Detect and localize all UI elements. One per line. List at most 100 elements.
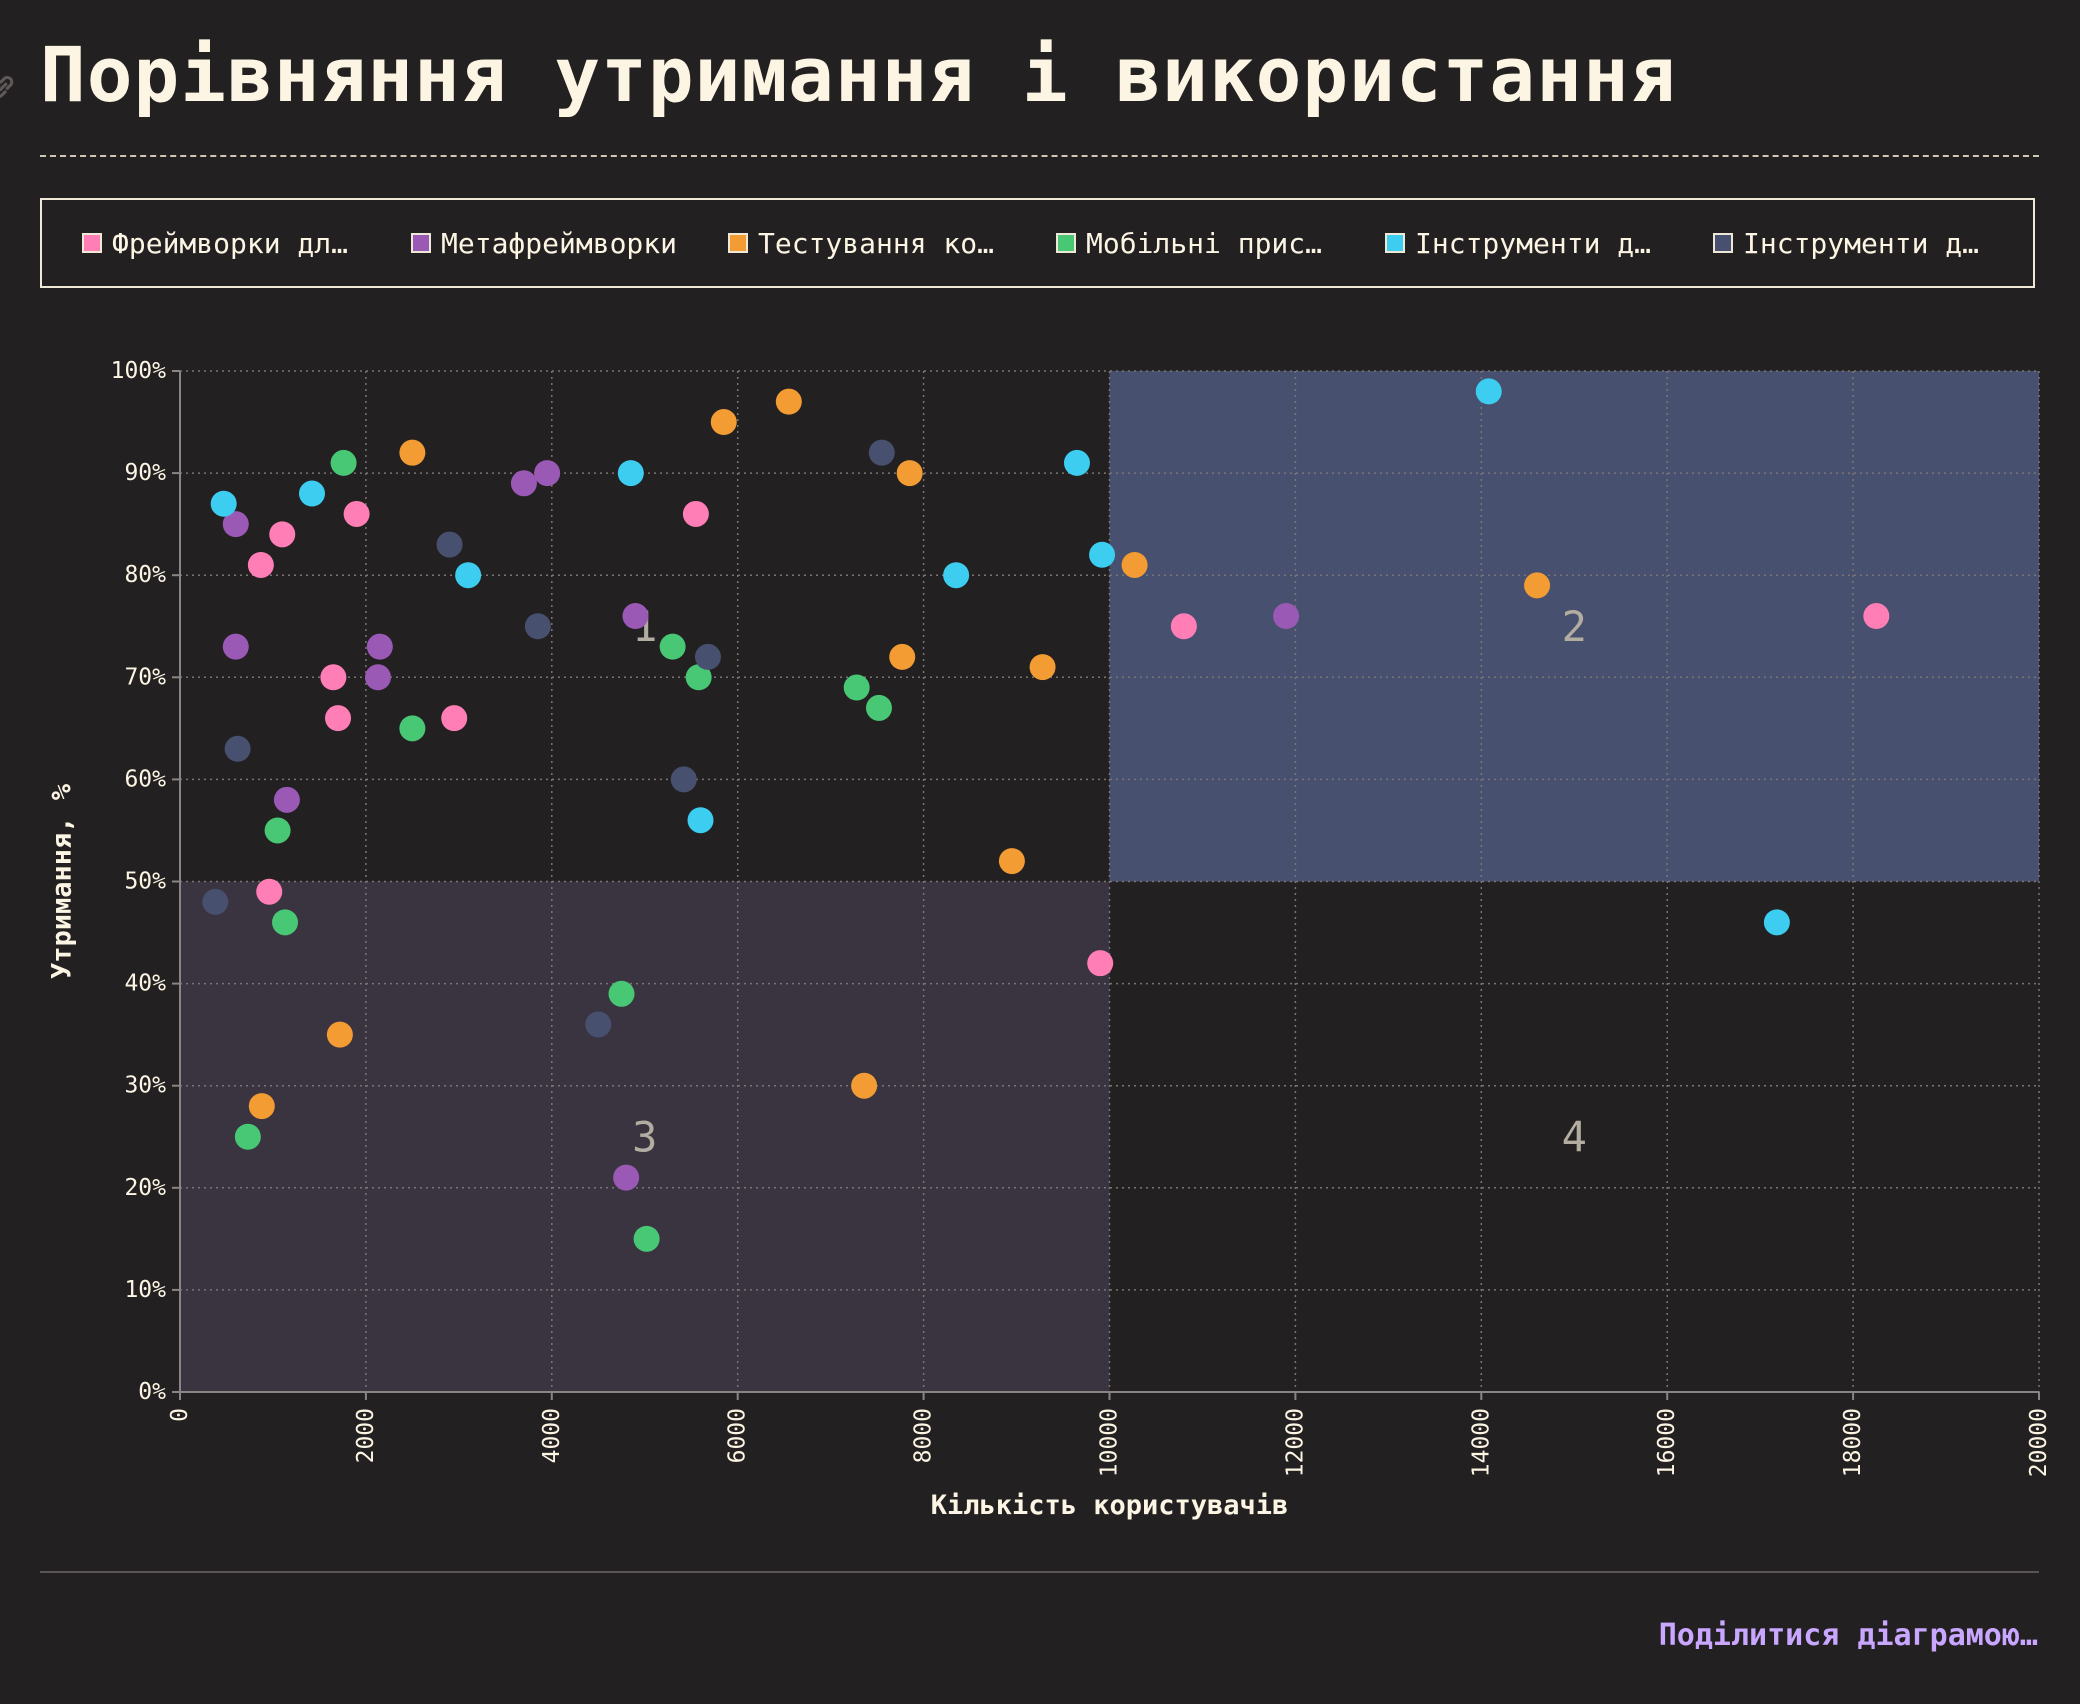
- data-point: [1087, 950, 1114, 977]
- data-point: [998, 848, 1025, 875]
- x-tick-label: 12000: [1282, 1408, 1308, 1477]
- data-point: [633, 1225, 660, 1252]
- data-point: [1170, 613, 1197, 640]
- data-point: [343, 500, 370, 527]
- x-tick-label: 8000: [911, 1408, 937, 1463]
- legend-label: Мобільні прис…: [1086, 226, 1323, 260]
- series-group: [210, 378, 1790, 936]
- data-point: [585, 1011, 612, 1038]
- y-tick-label: 30%: [124, 1073, 166, 1099]
- data-point: [272, 909, 299, 936]
- legend-item[interactable]: Інструменти д…: [1385, 200, 1651, 286]
- data-point: [222, 511, 249, 538]
- data-point: [687, 807, 714, 834]
- x-tick-label: 16000: [1654, 1408, 1680, 1477]
- legend-label: Фреймворки дл…: [112, 226, 349, 260]
- data-point: [613, 1164, 640, 1191]
- legend-item[interactable]: Метафреймворки: [411, 200, 677, 286]
- y-tick-label: 20%: [124, 1175, 166, 1201]
- title-divider: [40, 155, 2039, 157]
- data-point: [269, 521, 296, 548]
- data-point: [364, 664, 391, 691]
- x-tick-label: 6000: [725, 1408, 751, 1463]
- legend-label: Метафреймворки: [441, 226, 678, 260]
- legend-swatch: [411, 233, 431, 253]
- y-tick-label: 10%: [124, 1277, 166, 1303]
- x-tick-label: 18000: [1840, 1408, 1866, 1477]
- data-point: [247, 551, 274, 578]
- data-point: [1863, 603, 1890, 630]
- data-point: [298, 480, 325, 507]
- x-axis-title: Кількість користувачів: [931, 1490, 1289, 1521]
- series-group: [248, 388, 1551, 1120]
- data-point: [524, 613, 551, 640]
- data-point: [685, 664, 712, 691]
- data-point: [710, 409, 737, 436]
- series-group: [202, 439, 895, 1038]
- y-tick-label: 90%: [124, 460, 166, 486]
- legend-item[interactable]: Тестування ко…: [728, 200, 994, 286]
- data-point: [659, 633, 686, 660]
- data-point: [896, 460, 923, 487]
- data-point: [534, 460, 561, 487]
- scatter-chart: 0% 10% 20% 30% 40% 50% 60% 70% 80% 90% 100% 0 2000 40…: [47, 358, 2053, 1521]
- data-point: [1524, 572, 1551, 599]
- bottom-divider: [40, 1571, 2039, 1573]
- data-point: [1089, 541, 1116, 568]
- grid: [179, 370, 2040, 1393]
- quadrant-label: 4: [1562, 1112, 1587, 1161]
- legend-swatch: [1713, 233, 1733, 253]
- data-point: [436, 531, 463, 558]
- link-icon[interactable]: [0, 70, 20, 104]
- quadrant-bottom-left: [180, 881, 1110, 1392]
- data-point: [273, 786, 300, 813]
- y-tick-label: 70%: [124, 664, 166, 690]
- data-point: [1121, 551, 1148, 578]
- quadrant-label: 3: [632, 1112, 657, 1161]
- legend-swatch: [82, 233, 102, 253]
- data-point: [1475, 378, 1502, 405]
- x-tick-label: 14000: [1468, 1408, 1494, 1477]
- y-tick-label: 60%: [124, 766, 166, 792]
- y-tick-label: 100%: [111, 358, 167, 384]
- y-axis-title: Утримання, %: [47, 783, 78, 979]
- legend-label: Інструменти д…: [1743, 226, 1980, 260]
- legend-swatch: [728, 233, 748, 253]
- legend-label: Інструменти д…: [1415, 226, 1652, 260]
- page-title: Порівняння утримання і використання: [40, 30, 1677, 119]
- quadrant-label: 2: [1562, 602, 1587, 651]
- x-tick-label: 0: [167, 1408, 193, 1422]
- data-point: [889, 643, 916, 670]
- data-point: [202, 888, 229, 915]
- data-point: [843, 674, 870, 701]
- data-point: [868, 439, 895, 466]
- legend-label: Тестування ко…: [758, 226, 995, 260]
- y-tick-label: 40%: [124, 971, 166, 997]
- data-point: [248, 1093, 275, 1120]
- data-point: [1063, 449, 1090, 476]
- y-tick-label: 50%: [124, 869, 166, 895]
- data-point: [1273, 603, 1300, 630]
- series-group: [222, 460, 1300, 1191]
- y-tick-label: 0%: [138, 1379, 166, 1405]
- x-tick-label: 10000: [1097, 1408, 1123, 1477]
- data-point: [1763, 909, 1790, 936]
- data-point: [399, 439, 426, 466]
- x-tick-label: 20000: [2026, 1408, 2052, 1477]
- data-point: [694, 643, 721, 670]
- data-point: [441, 705, 468, 732]
- y-tick-label: 80%: [124, 562, 166, 588]
- legend-swatch: [1056, 233, 1076, 253]
- data-point: [1029, 654, 1056, 681]
- legend-swatch: [1385, 233, 1405, 253]
- legend-item[interactable]: Мобільні прис…: [1056, 200, 1322, 286]
- share-chart-link[interactable]: Поділитися діаграмою…: [1658, 1618, 2038, 1653]
- legend-item[interactable]: Інструменти д…: [1713, 200, 1979, 286]
- series-group: [247, 500, 1890, 977]
- data-point: [608, 980, 635, 1007]
- data-point: [256, 878, 283, 905]
- data-point: [264, 817, 291, 844]
- legend-item[interactable]: Фреймворки дл…: [82, 200, 348, 286]
- data-point: [326, 1021, 353, 1048]
- data-point: [330, 449, 357, 476]
